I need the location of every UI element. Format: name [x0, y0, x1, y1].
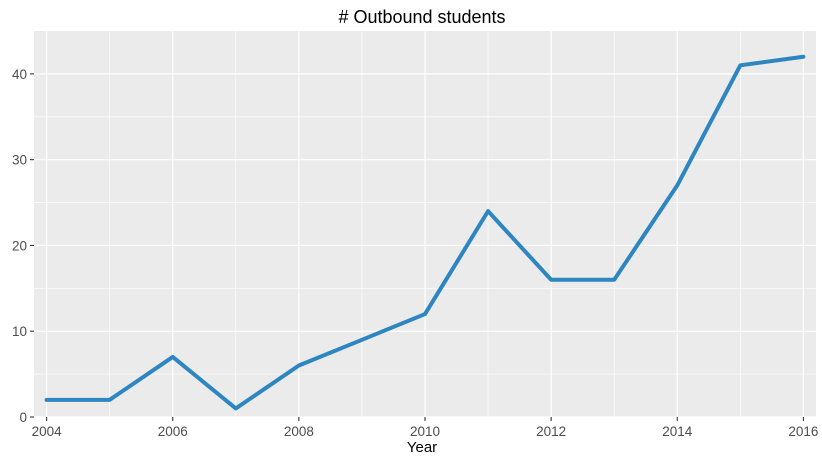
x-tick-label: 2016: [788, 424, 818, 439]
x-tick-label: 2014: [662, 424, 693, 439]
major-grid: [34, 31, 816, 418]
x-axis-title: Year: [407, 439, 437, 456]
x-tick-label: 2006: [158, 424, 188, 439]
series-line: [44, 54, 806, 411]
y-tick-label: 10: [12, 324, 27, 339]
y-tick-label: 20: [12, 238, 27, 253]
x-tick-label: 2012: [536, 424, 566, 439]
x-tick-label: 2010: [410, 424, 440, 439]
x-tick-label: 2004: [32, 424, 63, 439]
chart-title: # Outbound students: [338, 7, 505, 27]
axis-ticks: [30, 73, 804, 421]
y-tick-label: 40: [12, 67, 27, 82]
tick-labels: 2004 2006 2008 2010 2012 2014 2016 0 10 20 30 40: [12, 67, 818, 439]
x-tick-label: 2008: [284, 424, 314, 439]
y-tick-label: 30: [12, 153, 27, 168]
series-layer: [44, 54, 806, 411]
y-tick-label: 0: [19, 410, 27, 425]
